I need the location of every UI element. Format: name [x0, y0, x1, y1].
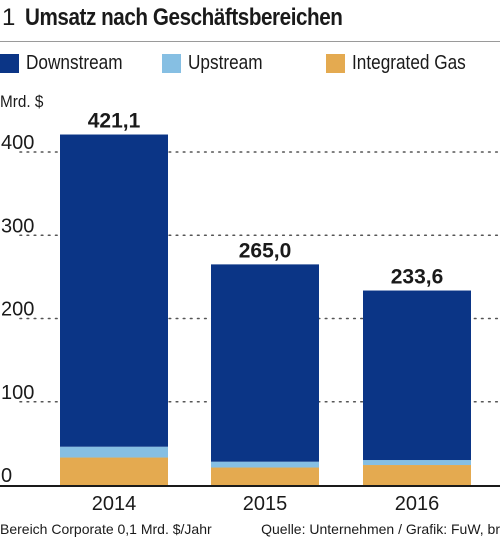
- title-text: Umsatz nach Geschäftsbereichen: [25, 4, 343, 31]
- legend-label-integrated-gas: Integrated Gas: [352, 52, 466, 74]
- footer-note: Bereich Corporate 0,1 Mrd. $/Jahr: [0, 521, 212, 537]
- chart-title: 1 Umsatz nach Geschäftsbereichen: [0, 4, 395, 38]
- y-tick-label-200: 200: [1, 299, 34, 321]
- y-tick-label-100: 100: [1, 382, 34, 404]
- x-tick-label-2015: 2015: [243, 493, 288, 515]
- total-label-2016: 233,6: [391, 266, 444, 289]
- bar-downstream-2015: [211, 264, 319, 462]
- legend-swatch-downstream: [0, 54, 19, 73]
- bar-upstream-2014: [60, 446, 168, 458]
- total-label-2015: 265,0: [239, 239, 292, 262]
- x-tick-label-2014: 2014: [92, 493, 137, 515]
- y-tick-label-300: 300: [1, 215, 34, 237]
- y-tick-label-0: 0: [1, 465, 12, 487]
- y-tick-label-400: 400: [1, 132, 34, 154]
- legend-swatch-upstream: [162, 54, 181, 73]
- title-divider: [0, 41, 500, 42]
- bar-upstream-2016: [363, 460, 471, 466]
- legend-item-downstream: Downstream: [0, 52, 138, 75]
- figure-number: 1: [2, 4, 16, 31]
- legend-swatch-integrated-gas: [326, 54, 345, 73]
- legend-item-upstream: Upstream: [162, 52, 275, 75]
- legend-label-downstream: Downstream: [26, 52, 123, 74]
- y-axis-unit: Mrd. $: [0, 92, 44, 111]
- x-tick-label-2016: 2016: [395, 493, 440, 515]
- legend: Downstream Upstream Integrated Gas: [0, 52, 500, 80]
- bar-integrated-gas-2015: [211, 467, 319, 485]
- bar-downstream-2014: [60, 134, 168, 447]
- bar-upstream-2015: [211, 461, 319, 468]
- legend-item-integrated-gas: Integrated Gas: [326, 52, 484, 75]
- bar-downstream-2016: [363, 290, 471, 461]
- footer-source: Quelle: Unternehmen / Grafik: FuW, br: [261, 521, 500, 537]
- total-label-2014: 421,1: [88, 109, 141, 132]
- bar-integrated-gas-2014: [60, 457, 168, 485]
- bar-integrated-gas-2016: [363, 465, 471, 485]
- legend-label-upstream: Upstream: [188, 52, 263, 74]
